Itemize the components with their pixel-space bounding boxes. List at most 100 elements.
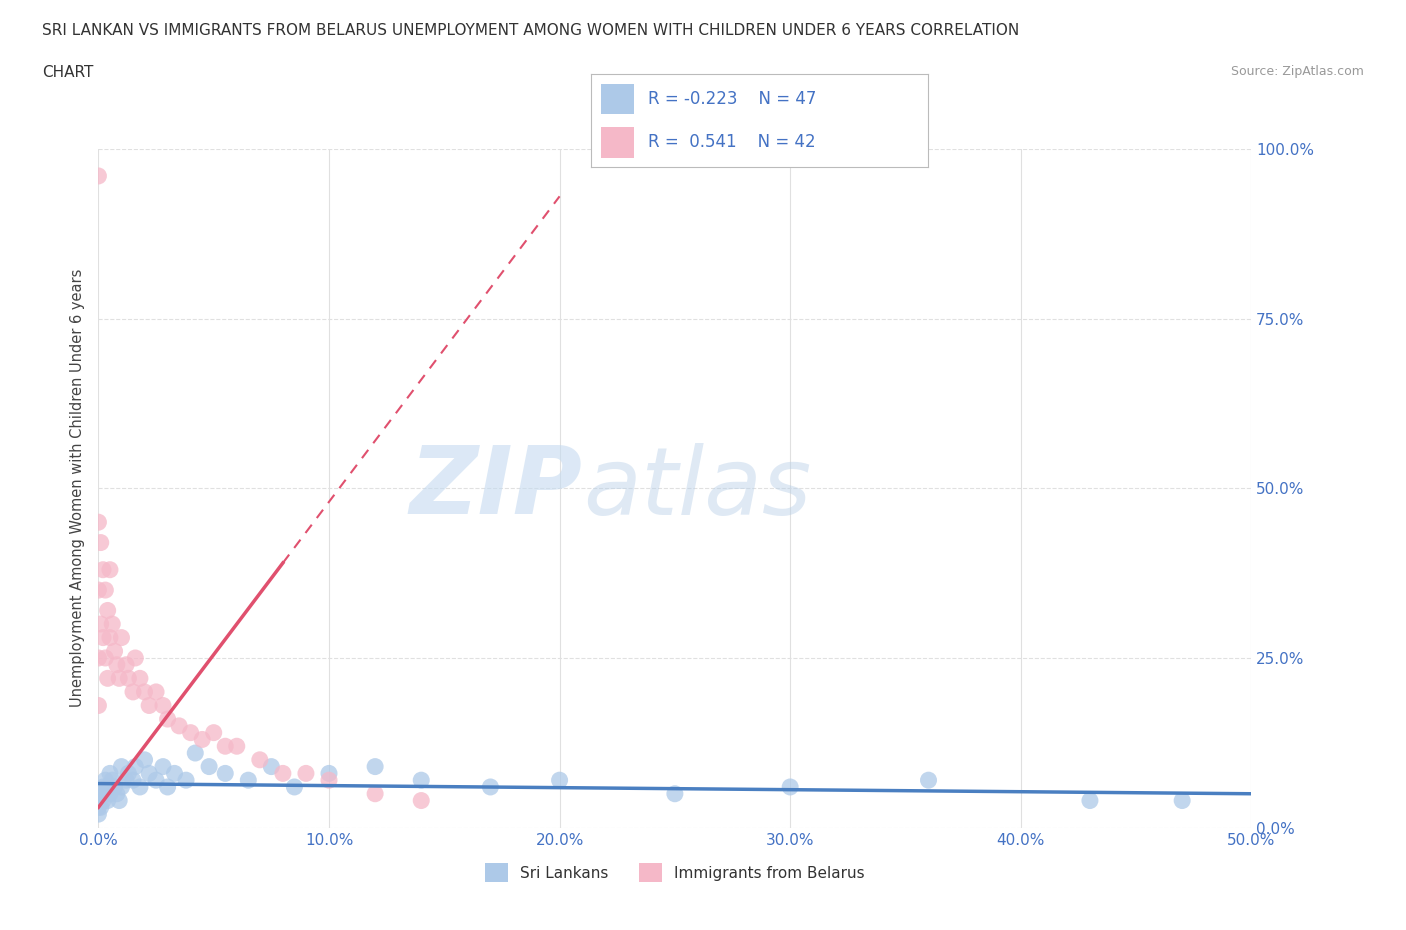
Text: Source: ZipAtlas.com: Source: ZipAtlas.com bbox=[1230, 65, 1364, 78]
Point bbox=[87, 806, 110, 821]
Text: R =  0.541    N = 42: R = 0.541 N = 42 bbox=[648, 133, 815, 151]
Point bbox=[134, 752, 156, 767]
Text: SRI LANKAN VS IMMIGRANTS FROM BELARUS UNEMPLOYMENT AMONG WOMEN WITH CHILDREN UND: SRI LANKAN VS IMMIGRANTS FROM BELARUS UN… bbox=[42, 23, 1019, 38]
Point bbox=[152, 698, 174, 713]
Point bbox=[103, 644, 125, 658]
Text: ZIP: ZIP bbox=[409, 443, 582, 534]
Point bbox=[156, 779, 179, 794]
Legend: Sri Lankans, Immigrants from Belarus: Sri Lankans, Immigrants from Belarus bbox=[479, 857, 870, 888]
Point bbox=[174, 773, 197, 788]
FancyBboxPatch shape bbox=[600, 127, 634, 158]
Text: atlas: atlas bbox=[582, 443, 811, 534]
Point bbox=[98, 631, 121, 645]
Point bbox=[97, 671, 120, 685]
Point bbox=[202, 725, 225, 740]
Point bbox=[479, 779, 502, 794]
Point bbox=[1078, 793, 1101, 808]
Point bbox=[103, 779, 125, 794]
Point bbox=[163, 766, 186, 781]
Point bbox=[129, 671, 152, 685]
Point bbox=[152, 759, 174, 774]
Point bbox=[134, 684, 156, 699]
Point bbox=[97, 603, 120, 618]
Point bbox=[87, 168, 110, 183]
Y-axis label: Unemployment Among Women with Children Under 6 years: Unemployment Among Women with Children U… bbox=[70, 269, 86, 708]
Point bbox=[87, 651, 110, 666]
Point bbox=[122, 684, 145, 699]
Point bbox=[115, 658, 138, 672]
Point bbox=[94, 651, 117, 666]
Point bbox=[779, 779, 801, 794]
Point bbox=[90, 535, 112, 550]
Point bbox=[87, 698, 110, 713]
Point bbox=[101, 773, 124, 788]
Point bbox=[364, 787, 387, 802]
Point bbox=[97, 779, 120, 794]
Point bbox=[101, 617, 124, 631]
Point bbox=[318, 766, 340, 781]
Point bbox=[238, 773, 260, 788]
Point bbox=[138, 766, 160, 781]
Point bbox=[94, 787, 117, 802]
Point bbox=[214, 738, 236, 753]
Point bbox=[283, 779, 305, 794]
Point bbox=[94, 773, 117, 788]
Point bbox=[156, 711, 179, 726]
Point bbox=[138, 698, 160, 713]
Text: R = -0.223    N = 47: R = -0.223 N = 47 bbox=[648, 90, 817, 108]
Point bbox=[115, 773, 138, 788]
Point bbox=[295, 766, 318, 781]
Point bbox=[198, 759, 221, 774]
Point bbox=[98, 787, 121, 802]
Point bbox=[91, 793, 114, 808]
Point bbox=[94, 582, 117, 598]
Text: CHART: CHART bbox=[42, 65, 94, 80]
Point bbox=[98, 563, 121, 578]
Point bbox=[167, 719, 190, 734]
Point bbox=[180, 725, 202, 740]
Point bbox=[145, 773, 167, 788]
Point bbox=[117, 766, 139, 781]
Point bbox=[124, 759, 146, 774]
Point bbox=[214, 766, 236, 781]
Point bbox=[411, 793, 433, 808]
Point bbox=[1171, 793, 1194, 808]
Point bbox=[91, 563, 114, 578]
Point bbox=[90, 617, 112, 631]
Point bbox=[318, 773, 340, 788]
Point bbox=[87, 582, 110, 598]
Point bbox=[90, 787, 112, 802]
Point bbox=[917, 773, 939, 788]
Point bbox=[249, 752, 271, 767]
Point bbox=[91, 631, 114, 645]
Point bbox=[108, 793, 131, 808]
Point bbox=[271, 766, 294, 781]
Point bbox=[87, 515, 110, 530]
Point bbox=[87, 793, 110, 808]
Point bbox=[548, 773, 571, 788]
Point bbox=[145, 684, 167, 699]
Point bbox=[184, 746, 207, 761]
Point bbox=[91, 779, 114, 794]
Point bbox=[411, 773, 433, 788]
Point bbox=[98, 766, 121, 781]
Point bbox=[90, 800, 112, 815]
Point bbox=[225, 738, 247, 753]
Point bbox=[110, 759, 132, 774]
Point bbox=[105, 787, 128, 802]
FancyBboxPatch shape bbox=[600, 84, 634, 114]
Point bbox=[129, 779, 152, 794]
Point bbox=[87, 800, 110, 815]
Point bbox=[122, 773, 145, 788]
Point bbox=[105, 658, 128, 672]
Point bbox=[191, 732, 214, 747]
Point bbox=[108, 671, 131, 685]
Point bbox=[117, 671, 139, 685]
Point bbox=[364, 759, 387, 774]
Point bbox=[110, 779, 132, 794]
Point bbox=[664, 787, 686, 802]
Point bbox=[110, 631, 132, 645]
Point bbox=[97, 793, 120, 808]
Point bbox=[260, 759, 283, 774]
Point bbox=[124, 651, 146, 666]
